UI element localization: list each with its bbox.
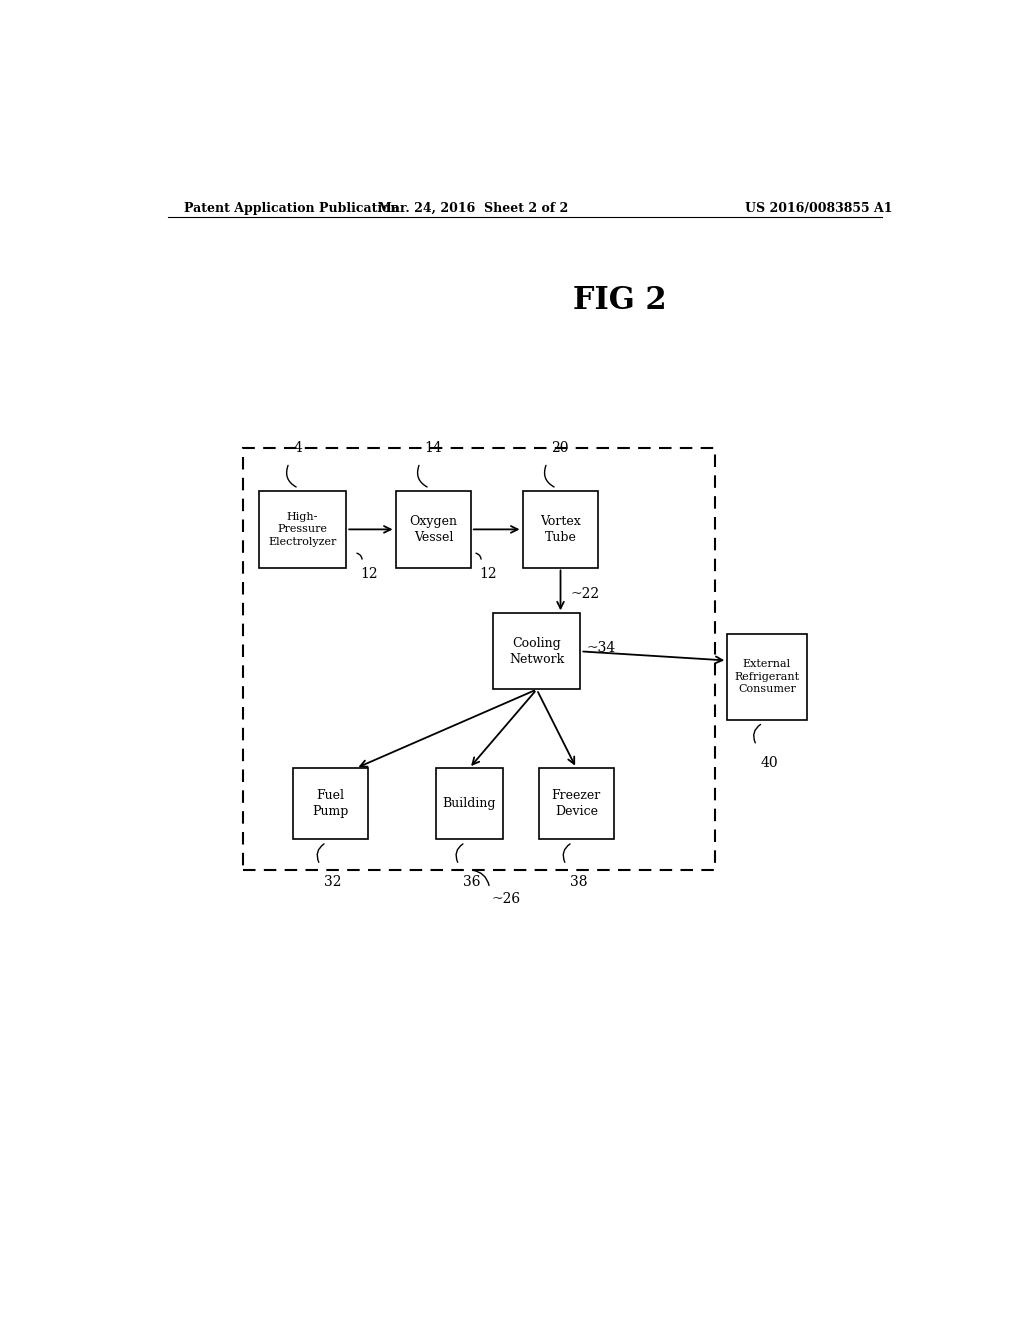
Bar	[523, 491, 598, 568]
Bar	[435, 768, 503, 840]
Bar	[259, 491, 346, 568]
Text: 12: 12	[479, 568, 498, 581]
Text: ~34: ~34	[587, 642, 616, 655]
Text: 12: 12	[360, 568, 378, 581]
Text: US 2016/0083855 A1: US 2016/0083855 A1	[744, 202, 892, 215]
Text: Vortex
Tube: Vortex Tube	[540, 515, 581, 544]
Text: 14: 14	[424, 441, 441, 454]
Text: 32: 32	[324, 875, 342, 888]
Text: Mar. 24, 2016  Sheet 2 of 2: Mar. 24, 2016 Sheet 2 of 2	[378, 202, 568, 215]
Text: Patent Application Publication: Patent Application Publication	[183, 202, 399, 215]
Text: Oxygen
Vessel: Oxygen Vessel	[410, 515, 458, 544]
Text: 38: 38	[570, 875, 588, 888]
Bar	[396, 491, 471, 568]
Text: High-
Pressure
Electrolyzer: High- Pressure Electrolyzer	[268, 512, 337, 546]
Bar	[727, 634, 807, 719]
Text: Freezer
Device: Freezer Device	[552, 789, 601, 818]
Text: 4: 4	[293, 441, 302, 454]
Text: 40: 40	[761, 755, 778, 770]
Bar	[243, 447, 715, 870]
Text: ~26: ~26	[492, 892, 520, 907]
Text: FIG 2: FIG 2	[573, 285, 667, 317]
Bar	[293, 768, 368, 840]
Text: 36: 36	[463, 875, 480, 888]
Text: Building: Building	[442, 797, 496, 810]
Text: Cooling
Network: Cooling Network	[509, 636, 564, 665]
Bar	[539, 768, 614, 840]
Text: Fuel
Pump: Fuel Pump	[312, 789, 348, 818]
Text: ~22: ~22	[570, 587, 600, 602]
Text: External
Refrigerant
Consumer: External Refrigerant Consumer	[734, 660, 800, 694]
Text: 20: 20	[551, 441, 568, 454]
Bar	[494, 614, 581, 689]
